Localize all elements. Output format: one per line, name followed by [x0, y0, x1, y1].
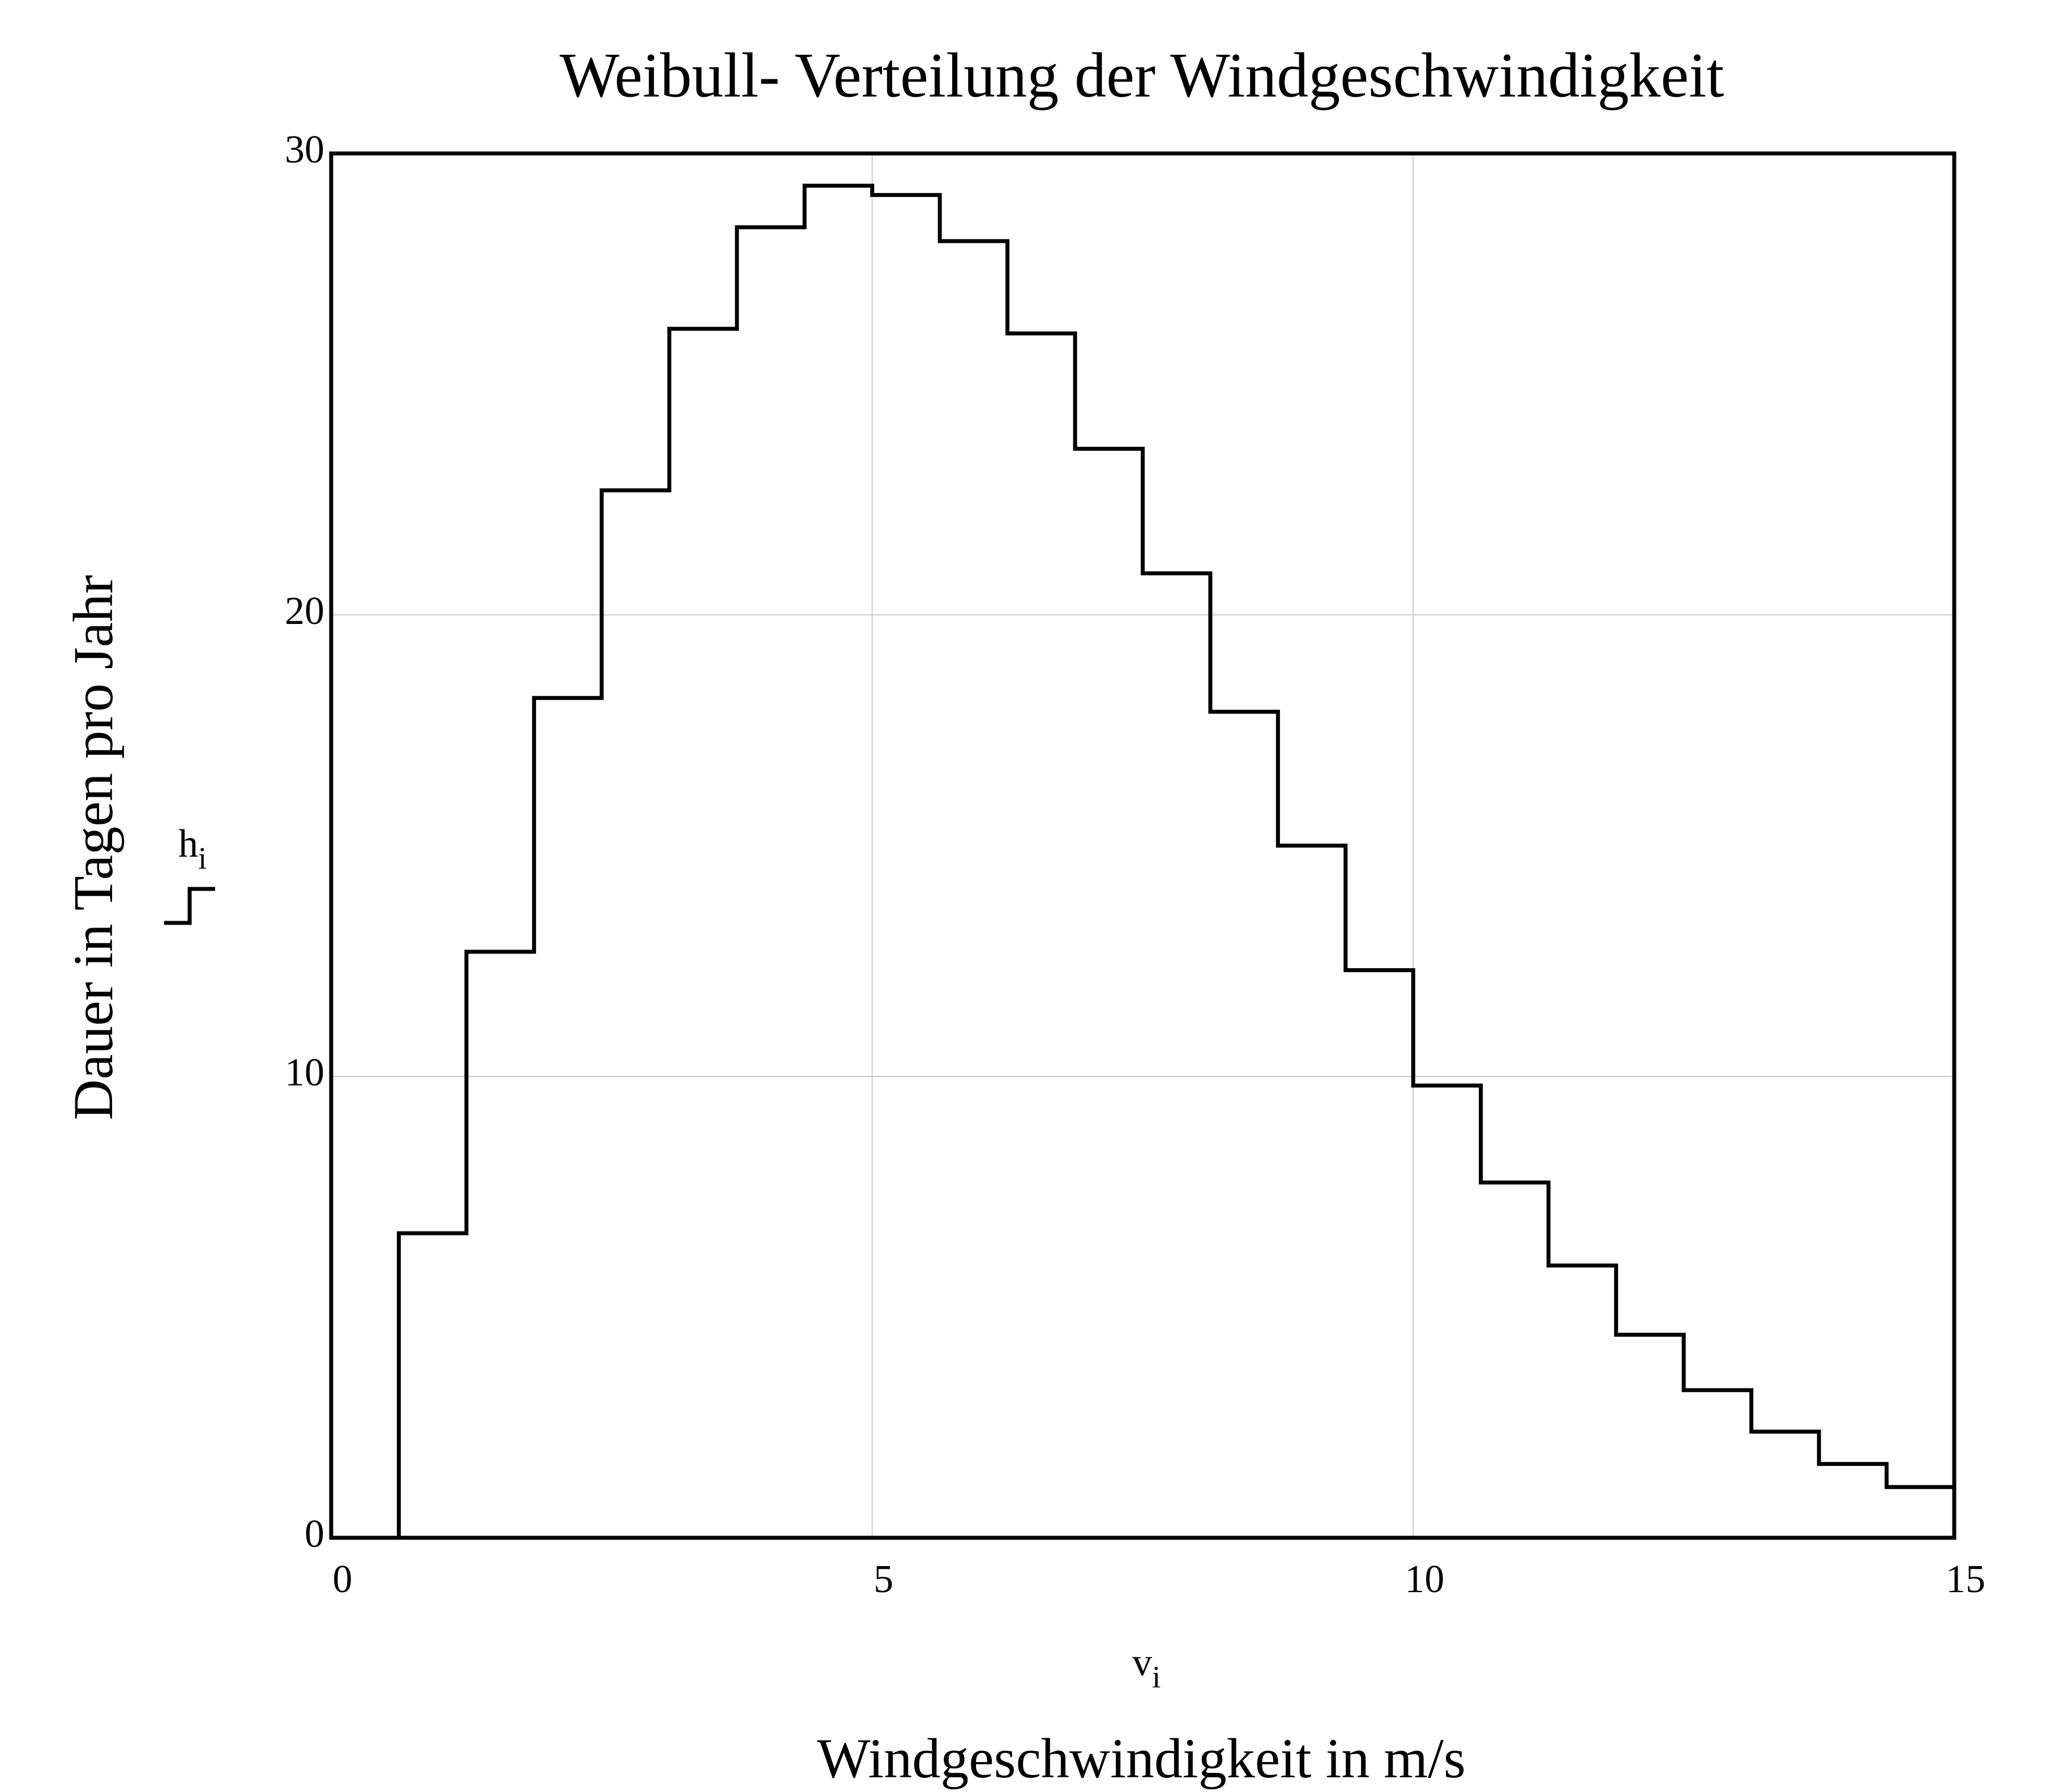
- x-tick-label: 5: [874, 1558, 893, 1601]
- y-tick-label: 30: [285, 128, 324, 172]
- x-variable-base: v: [1132, 1641, 1152, 1684]
- x-axis-label: Windgeschwindigkeit in m/s: [817, 1727, 1466, 1790]
- y-variable: hi: [178, 822, 207, 875]
- x-tick-label: 15: [1946, 1558, 1985, 1601]
- trace-symbol: [164, 887, 215, 925]
- x-tick-label: 0: [333, 1558, 353, 1601]
- y-variable-sub: i: [198, 841, 207, 875]
- chart-title: Weibull- Verteilung der Windgeschwindigk…: [559, 41, 1724, 111]
- plot-frame: [329, 151, 1956, 1540]
- x-variable: vi: [1132, 1641, 1161, 1694]
- y-variable-base: h: [178, 822, 198, 866]
- y-tick-label: 0: [305, 1512, 324, 1556]
- x-variable-sub: i: [1152, 1660, 1161, 1694]
- step-line: [331, 183, 1954, 1540]
- y-axis-label: Dauer in Tagen pro Jahr: [62, 575, 125, 1120]
- x-tick-label: 10: [1405, 1558, 1444, 1601]
- y-tick-label: 10: [285, 1051, 324, 1094]
- y-tick-label: 20: [285, 589, 324, 633]
